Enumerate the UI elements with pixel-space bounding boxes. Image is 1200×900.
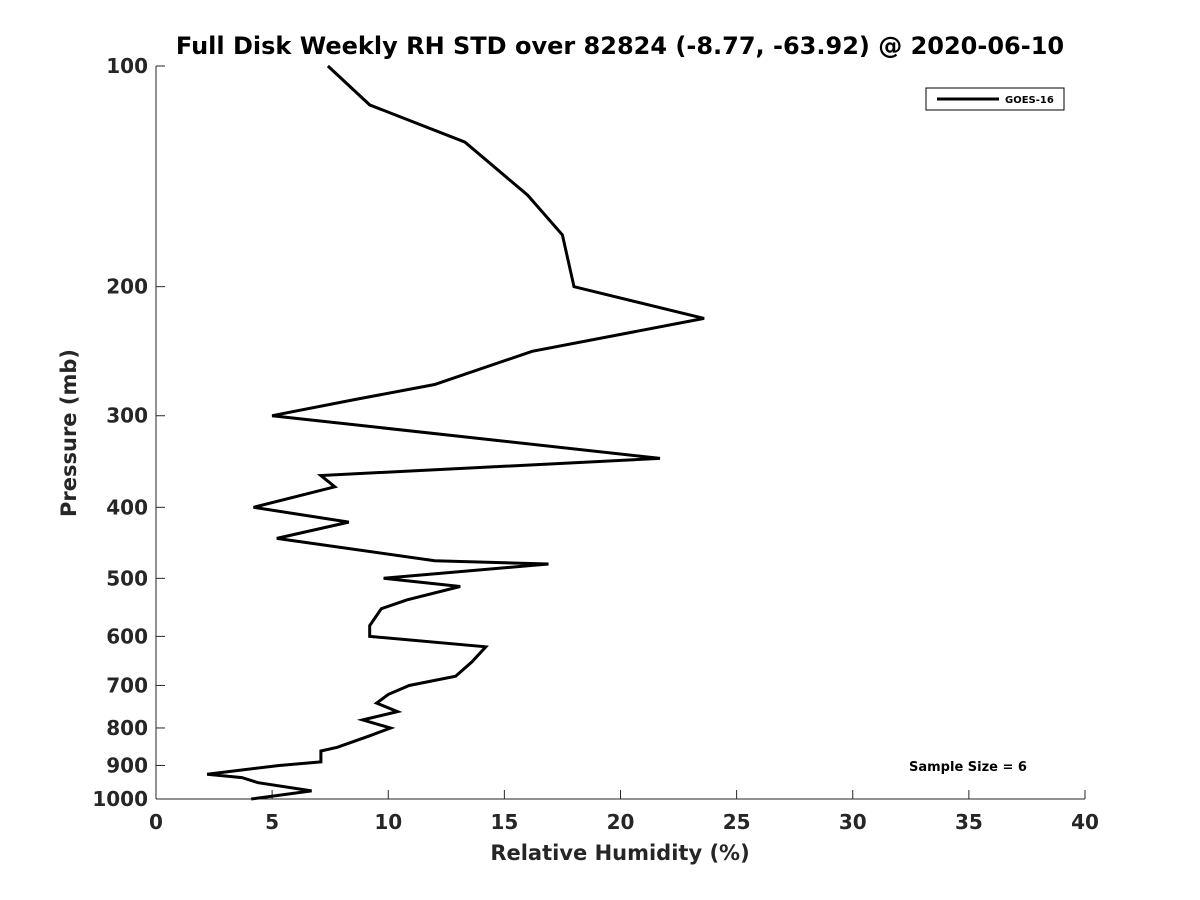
y-tick-label: 800: [106, 716, 148, 740]
y-tick-label: 600: [106, 624, 148, 648]
x-tick-label: 0: [149, 810, 163, 834]
x-axis-label: Relative Humidity (%): [490, 841, 749, 865]
x-axis-ticks: 0 5 10 15 20 25 30 35 40: [149, 790, 1099, 834]
x-tick-label: 35: [955, 810, 983, 834]
y-tick-label: 700: [106, 673, 148, 697]
y-tick-label: 900: [106, 753, 148, 777]
x-tick-label: 20: [607, 810, 635, 834]
y-tick-label: 1000: [92, 787, 148, 811]
y-tick-label: 300: [106, 404, 148, 428]
y-axis-label: Pressure (mb): [57, 349, 81, 517]
x-tick-label: 15: [490, 810, 518, 834]
y-tick-label: 200: [106, 275, 148, 299]
y-tick-label: 400: [106, 495, 148, 519]
x-tick-label: 40: [1071, 810, 1099, 834]
y-tick-label: 500: [106, 566, 148, 590]
legend-label-goes-16: GOES-16: [1005, 95, 1054, 106]
y-axis-ticks: 100 200 300 400 500 600 700 800 900 1000: [92, 54, 165, 811]
y-tick-label: 100: [106, 54, 148, 78]
x-tick-label: 10: [374, 810, 402, 834]
legend[interactable]: GOES-16: [925, 87, 1065, 111]
sample-size-annotation: Sample Size = 6: [909, 760, 1027, 775]
chart-title: Full Disk Weekly RH STD over 82824 (-8.7…: [176, 32, 1064, 60]
axes: [155, 66, 1085, 800]
x-tick-label: 25: [723, 810, 751, 834]
x-tick-label: 5: [265, 810, 279, 834]
x-tick-label: 30: [839, 810, 867, 834]
series-line-goes-16: [206, 64, 705, 801]
